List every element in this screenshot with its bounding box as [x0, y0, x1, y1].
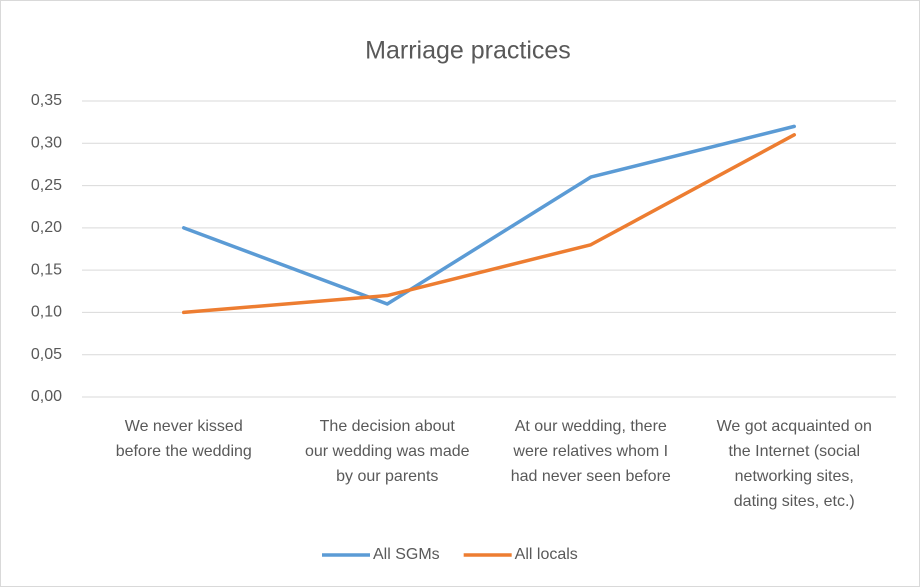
y-tick-label: 0,05: [31, 346, 62, 363]
x-tick-line: the Internet (social: [728, 443, 860, 460]
x-tick-line: dating sites, etc.): [734, 493, 855, 510]
x-tick-line: We got acquainted on: [717, 418, 872, 435]
x-tick-line: had never seen before: [511, 468, 671, 485]
x-tick-label: At our wedding, there were relatives whom…: [511, 418, 671, 485]
y-tick-label: 0,15: [31, 261, 62, 278]
x-tick-line: were relatives whom I: [512, 443, 668, 460]
x-tick-line: The decision about: [320, 418, 456, 435]
chart-title: Marriage practices: [365, 37, 571, 65]
x-tick-line: We never kissed: [125, 418, 243, 435]
series-line: [182, 133, 796, 315]
x-tick-line: before the wedding: [116, 443, 252, 460]
x-tick-line: our wedding was made: [305, 443, 470, 460]
y-tick-label: 0,30: [31, 135, 62, 152]
x-tick-line: by our parents: [336, 468, 438, 485]
legend-label: All SGMs: [373, 546, 440, 563]
series-line: [182, 124, 796, 306]
y-tick-label: 0,00: [31, 388, 62, 405]
x-tick-label: We never kissed before the wedding: [116, 418, 252, 460]
x-tick-line: networking sites,: [735, 468, 854, 485]
y-tick-label: 0,35: [31, 92, 62, 109]
x-tick-label: The decision about our wedding was made by…: [305, 418, 470, 485]
x-tick-label: We got acquainted on the Internet (social…: [717, 418, 872, 510]
y-tick-label: 0,10: [31, 304, 62, 321]
y-tick-label: 0,20: [31, 219, 62, 236]
x-tick-line: At our wedding, there: [515, 418, 667, 435]
y-tick-label: 0,25: [31, 177, 62, 194]
legend-label: All locals: [515, 546, 578, 563]
